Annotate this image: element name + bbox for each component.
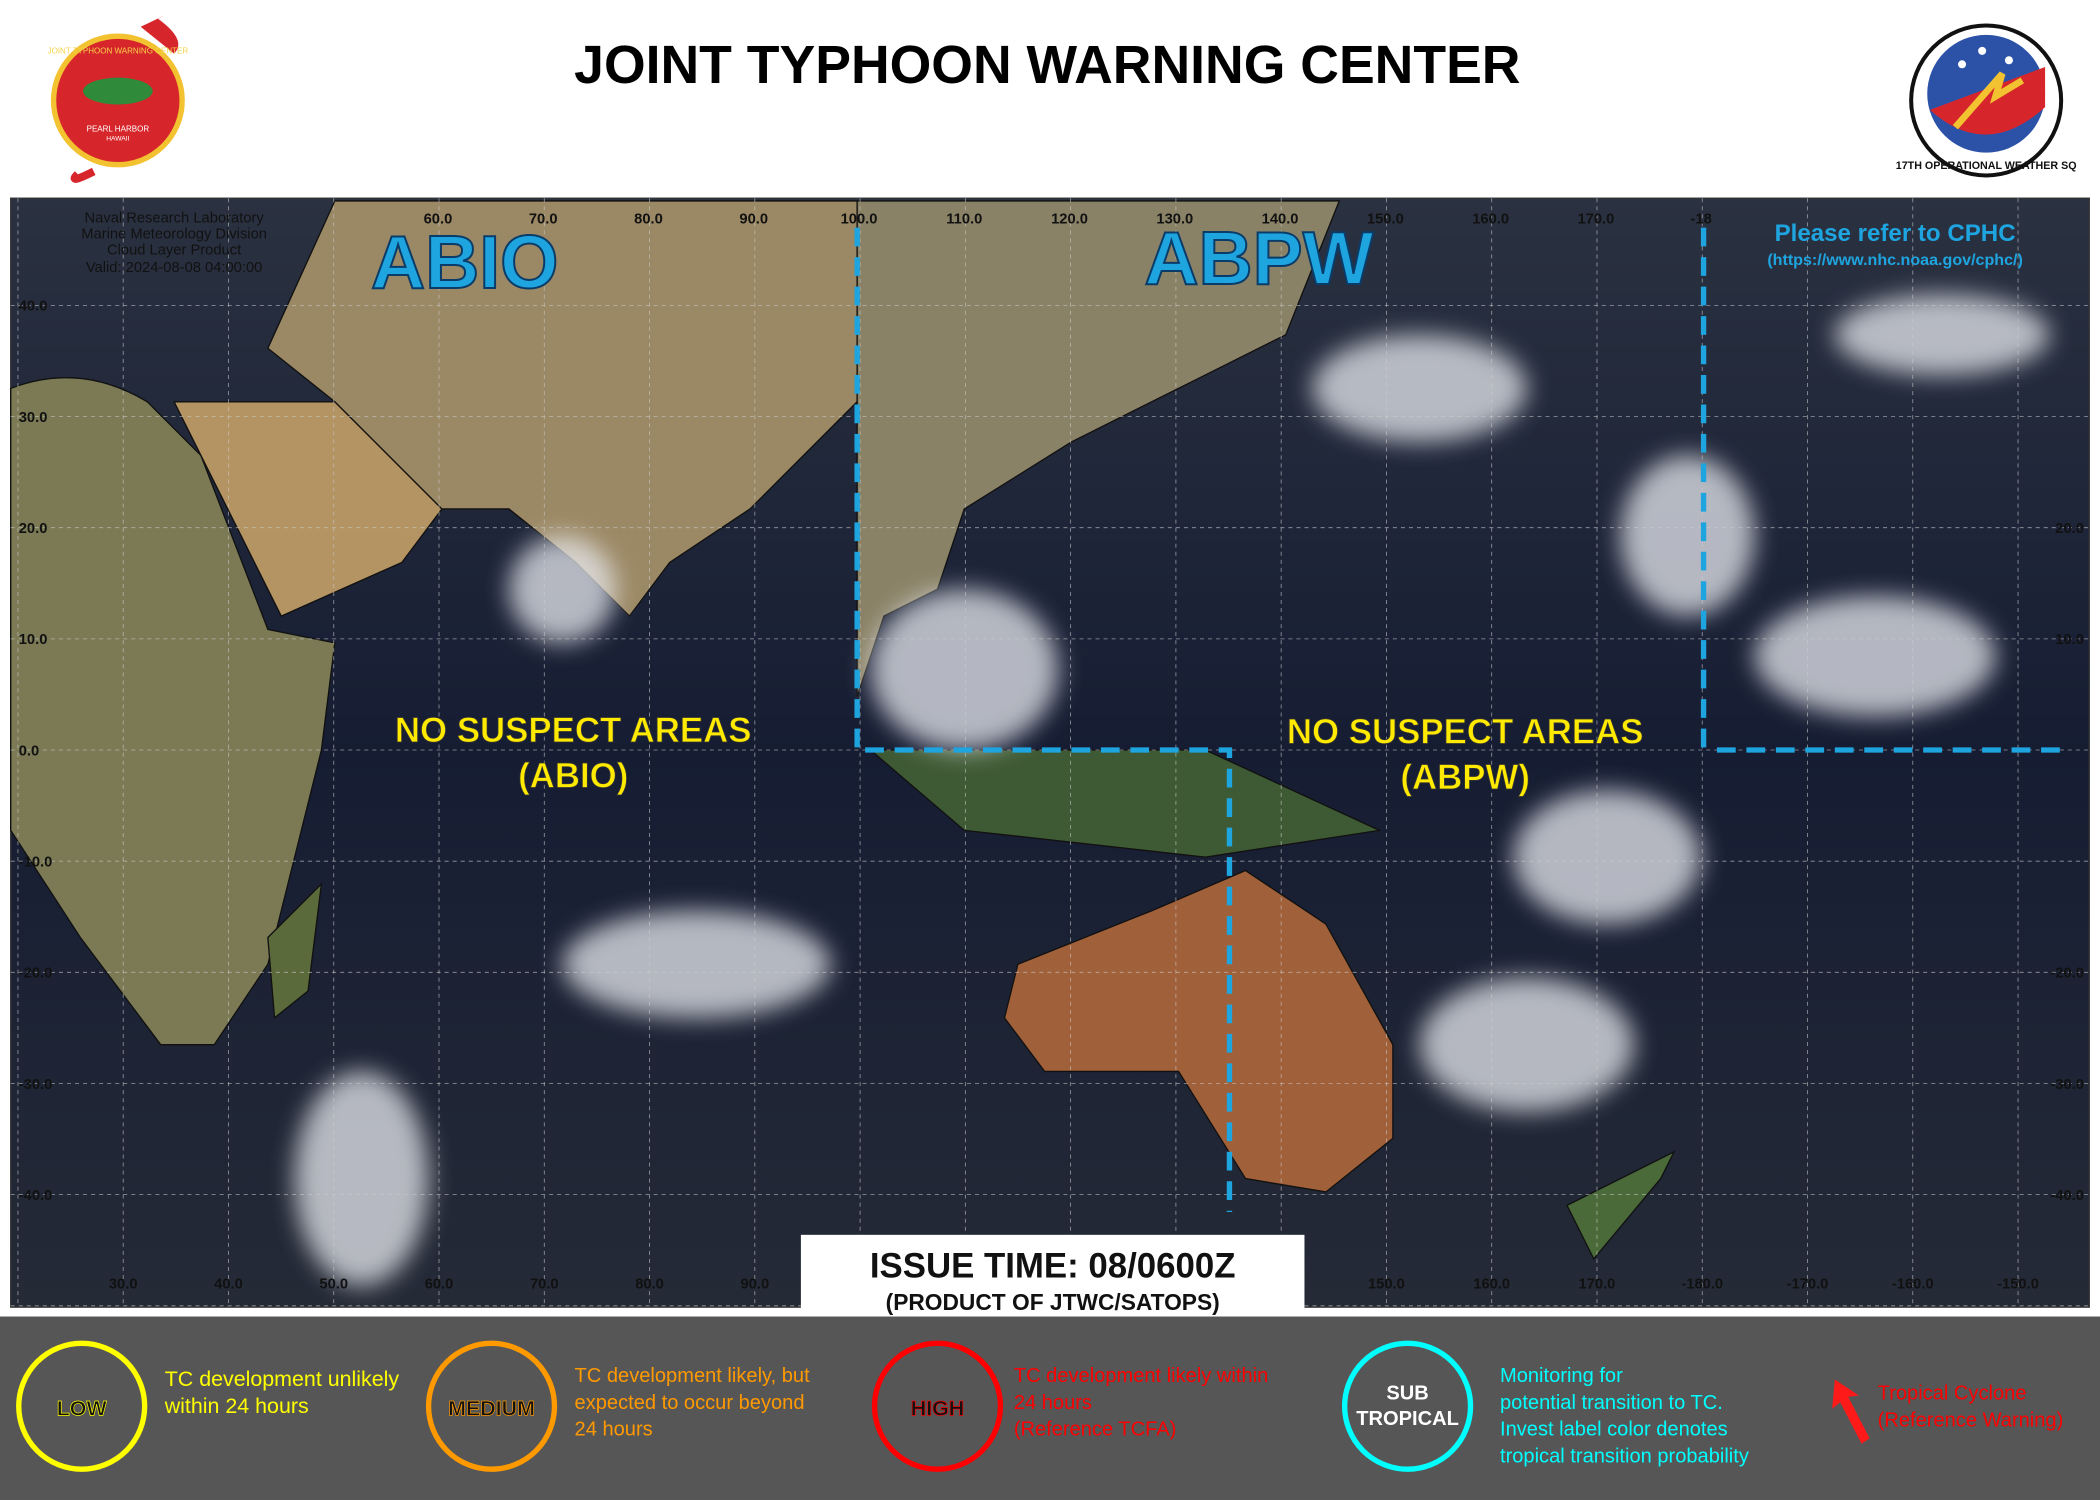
source-text: Naval Research Laboratory: [85, 210, 265, 226]
legend-arrow: [1832, 1379, 1870, 1444]
lon-label: -18: [1691, 212, 1712, 228]
legend-text: (Reference TCFA): [1014, 1419, 1177, 1441]
legend-text: TC development unlikely: [165, 1367, 400, 1391]
lon-label: -170.0: [1787, 1276, 1829, 1292]
cphc-note: Please refer to CPHC: [1775, 220, 2016, 247]
legend-text: within 24 hours: [164, 1394, 309, 1418]
map-labels: 60.0 70.0 80.0 90.0 100.0 110.0 120.0 130.0 140.…: [19, 212, 2084, 1293]
issue-time: ISSUE TIME: 08/0600Z: [870, 1247, 1236, 1286]
region-name: ABPW: [1144, 216, 1373, 300]
legend-text: TC development likely, but: [575, 1365, 811, 1387]
legend-circle: [1341, 1340, 1474, 1472]
legend-text: Invest label color denotes: [1500, 1419, 1728, 1441]
legend-text: 24 hours: [1014, 1392, 1092, 1414]
lon-label: 80.0: [634, 212, 663, 228]
ows-logo: 17TH OPERATIONAL WEATHER SQ: [1896, 23, 2077, 178]
legend-text: TC development likely within: [1014, 1365, 1268, 1387]
lon-label: 90.0: [740, 1276, 769, 1292]
lat-label: -20.0: [2050, 966, 2084, 982]
lat-label: -30.0: [2050, 1077, 2084, 1093]
lon-label: 60.0: [424, 212, 453, 228]
lat-label: -20.0: [19, 966, 53, 982]
source-text: Marine Meteorology Division: [81, 226, 267, 242]
lat-label: -40.0: [2050, 1188, 2084, 1204]
lat-label: -30.0: [19, 1077, 53, 1093]
lat-label: 10.0: [2055, 632, 2084, 648]
legend-label: SUB: [1386, 1383, 1428, 1405]
cphc-note: (https://www.nhc.noaa.gov/cphc/): [1767, 251, 2023, 269]
lon-label: 170.0: [1577, 212, 1614, 228]
lon-label: 90.0: [739, 212, 768, 228]
legend-text: (Reference Warning): [1878, 1409, 2064, 1431]
lon-label: 160.0: [1472, 212, 1509, 228]
region-status: (ABIO): [518, 757, 628, 796]
region-boundaries: [854, 227, 2063, 1213]
lon-label: 170.0: [1579, 1276, 1616, 1292]
legend-label: HIGH: [911, 1397, 965, 1421]
legend-circle: [871, 1340, 1004, 1472]
lon-label: 150.0: [1367, 212, 1404, 228]
lat-label: 20.0: [19, 521, 48, 537]
lat-label: 30.0: [19, 410, 48, 426]
issue-box: [800, 1234, 1305, 1321]
lon-label: 160.0: [1473, 1276, 1510, 1292]
product-text: (PRODUCT OF JTWC/SATOPS): [886, 1289, 1220, 1315]
lon-label: -160.0: [1892, 1276, 1934, 1292]
legend-text: 24 hours: [575, 1419, 653, 1441]
satellite-map: [10, 197, 2090, 1308]
lon-label: 130.0: [1156, 212, 1193, 228]
lon-label: 110.0: [946, 212, 982, 228]
region-status: NO SUSPECT AREAS: [1287, 712, 1644, 751]
graticule: [10, 198, 2090, 1308]
lon-label: 150.0: [1368, 1276, 1405, 1292]
lat-label: -10.0: [19, 855, 53, 871]
logo-text: JOINT TYPHOON WARNING CENTER: [48, 47, 189, 56]
legend-text: expected to occur beyond: [575, 1392, 805, 1414]
source-text: Cloud Layer Product: [107, 242, 241, 258]
clouds: [294, 294, 2050, 1286]
legend-circle: [16, 1340, 148, 1472]
logo-text: HAWAII: [106, 136, 129, 143]
land: [10, 200, 1676, 1261]
legend-text: potential transition to TC.: [1500, 1392, 1723, 1414]
legend-label: MEDIUM: [448, 1397, 535, 1421]
logo-text: 17TH OPERATIONAL WEATHER SQ: [1896, 160, 2077, 172]
lon-label: 70.0: [529, 212, 558, 228]
lon-label: 30.0: [109, 1276, 138, 1292]
region-status: (ABPW): [1400, 758, 1530, 797]
logo-text: PEARL HARBOR: [87, 124, 150, 133]
legend: LOW TC development unlikely within 24 hour…: [16, 1340, 2064, 1472]
lon-label: 120.0: [1051, 212, 1088, 228]
lon-label: 80.0: [635, 1276, 664, 1292]
legend-text: tropical transition probability: [1500, 1446, 1749, 1468]
region-name: ABIO: [371, 220, 559, 304]
lon-label: 140.0: [1262, 212, 1299, 228]
abio-abpw-boundary: [854, 227, 1233, 1213]
lon-label: -150.0: [1997, 1276, 2039, 1292]
lat-label: 40.0: [19, 299, 48, 315]
legend-label: TROPICAL: [1356, 1408, 1459, 1430]
lat-label: 10.0: [19, 632, 48, 648]
lon-label: 60.0: [425, 1276, 454, 1292]
lat-label: -40.0: [19, 1188, 53, 1204]
lon-label: 50.0: [319, 1276, 348, 1292]
legend-circle: [425, 1340, 558, 1472]
lon-label: -180.0: [1681, 1276, 1723, 1292]
legend-label: LOW: [57, 1397, 108, 1421]
lat-label: 0.0: [19, 743, 39, 759]
lon-label: 100.0: [841, 212, 878, 228]
legend-text: Tropical Cyclone: [1878, 1383, 2027, 1405]
lon-label: 70.0: [530, 1276, 559, 1292]
jtwc-logo: JOINT TYPHOON WARNING CENTER PEARL HARBO…: [48, 16, 189, 183]
lat-label: 20.0: [2055, 521, 2084, 537]
page-title: JOINT TYPHOON WARNING CENTER: [574, 36, 1520, 95]
source-text: Valid: 2024-08-08 04:00:00: [86, 260, 263, 276]
legend-bar: [0, 1316, 2100, 1500]
region-status: NO SUSPECT AREAS: [395, 711, 752, 750]
lon-label: 40.0: [214, 1276, 243, 1292]
legend-text: Monitoring for: [1500, 1365, 1623, 1387]
